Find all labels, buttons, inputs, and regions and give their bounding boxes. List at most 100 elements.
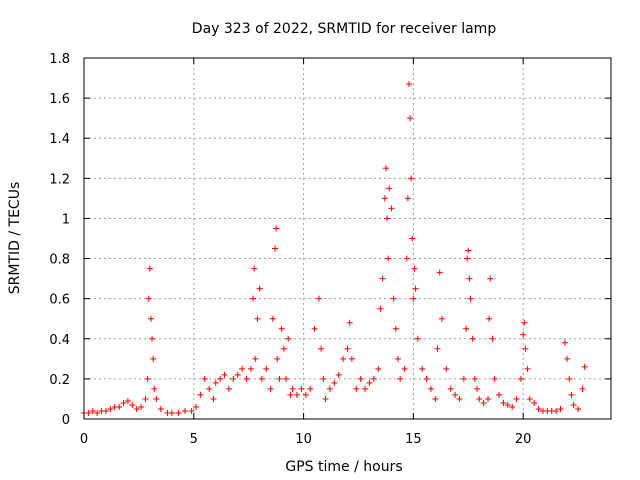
data-point xyxy=(419,365,426,372)
data-point xyxy=(150,355,157,362)
data-point xyxy=(256,285,263,292)
data-point xyxy=(346,319,353,326)
data-point xyxy=(395,355,402,362)
data-point xyxy=(322,395,329,402)
data-point xyxy=(377,305,384,312)
data-point xyxy=(250,295,257,302)
data-point xyxy=(405,81,412,88)
x-tick-label: 10 xyxy=(295,432,312,447)
data-point xyxy=(234,371,241,378)
grid-layer xyxy=(84,58,611,419)
data-point xyxy=(252,355,259,362)
y-tick-label: 1.2 xyxy=(49,172,70,187)
data-point xyxy=(474,385,481,392)
data-point xyxy=(151,385,158,392)
data-point xyxy=(225,385,232,392)
data-point xyxy=(276,375,283,382)
data-point xyxy=(463,325,470,332)
data-point xyxy=(168,409,175,416)
data-point xyxy=(467,295,474,302)
data-point xyxy=(496,391,503,398)
y-tick-label: 0.2 xyxy=(49,373,70,388)
data-point xyxy=(526,395,533,402)
data-point xyxy=(476,395,483,402)
data-points xyxy=(81,81,588,416)
data-point xyxy=(375,365,382,372)
data-point xyxy=(568,391,575,398)
data-point xyxy=(258,375,265,382)
data-point xyxy=(94,409,101,416)
data-point xyxy=(133,405,140,412)
data-point xyxy=(269,315,276,322)
data-point xyxy=(298,385,305,392)
data-point xyxy=(423,375,430,382)
data-point xyxy=(384,215,391,222)
data-point xyxy=(561,339,568,346)
data-point xyxy=(385,255,392,262)
y-tick-label: 0 xyxy=(62,413,70,428)
data-point xyxy=(388,205,395,212)
data-point xyxy=(145,295,152,302)
data-point xyxy=(326,385,333,392)
data-point xyxy=(409,235,416,242)
data-point xyxy=(411,265,418,272)
data-point xyxy=(142,395,149,402)
data-point xyxy=(230,375,237,382)
data-point xyxy=(273,225,280,232)
data-point xyxy=(217,375,224,382)
data-point xyxy=(340,355,347,362)
axis-ticks: 0 0.2 0.4 0.6 0.8 1 1.2 1.4 1.6 1.8 0 5 10 15 20 xyxy=(49,52,611,447)
data-point xyxy=(283,375,290,382)
data-point xyxy=(307,385,314,392)
data-point xyxy=(531,399,538,406)
data-point xyxy=(392,325,399,332)
y-tick-label: 1.6 xyxy=(49,92,70,107)
y-tick-label: 0.8 xyxy=(49,253,70,268)
data-point xyxy=(386,185,393,192)
data-point xyxy=(500,399,507,406)
data-point xyxy=(436,269,443,276)
data-point xyxy=(263,365,270,372)
data-point xyxy=(243,375,250,382)
data-point xyxy=(504,401,511,408)
data-point xyxy=(566,375,573,382)
data-point xyxy=(124,397,131,404)
data-point xyxy=(89,407,96,414)
data-point xyxy=(412,285,419,292)
data-point xyxy=(491,375,498,382)
data-point xyxy=(267,385,274,392)
data-point xyxy=(221,371,228,378)
data-point xyxy=(197,391,204,398)
data-point xyxy=(487,275,494,282)
data-point xyxy=(272,245,279,252)
data-point xyxy=(434,345,441,352)
data-point xyxy=(581,363,588,370)
data-point xyxy=(570,401,577,408)
data-point xyxy=(553,407,560,414)
data-point xyxy=(485,395,492,402)
data-point xyxy=(344,345,351,352)
data-point xyxy=(520,331,527,338)
data-point xyxy=(522,345,529,352)
data-point xyxy=(278,325,285,332)
data-point xyxy=(524,365,531,372)
data-point xyxy=(157,405,164,412)
data-point xyxy=(390,295,397,302)
data-point xyxy=(318,345,325,352)
data-point xyxy=(427,385,434,392)
y-axis-label: SRMTID / TECUs xyxy=(7,182,23,295)
data-point xyxy=(443,365,450,372)
data-point xyxy=(379,275,386,282)
data-point xyxy=(557,405,564,412)
data-point xyxy=(147,315,154,322)
data-point xyxy=(489,335,496,342)
data-point xyxy=(397,375,404,382)
data-point xyxy=(452,391,459,398)
y-tick-label: 1 xyxy=(62,212,70,227)
data-point xyxy=(464,255,471,262)
data-point xyxy=(366,379,373,386)
data-point xyxy=(188,407,195,414)
data-point xyxy=(480,399,487,406)
data-point xyxy=(289,385,296,392)
data-point xyxy=(302,391,309,398)
